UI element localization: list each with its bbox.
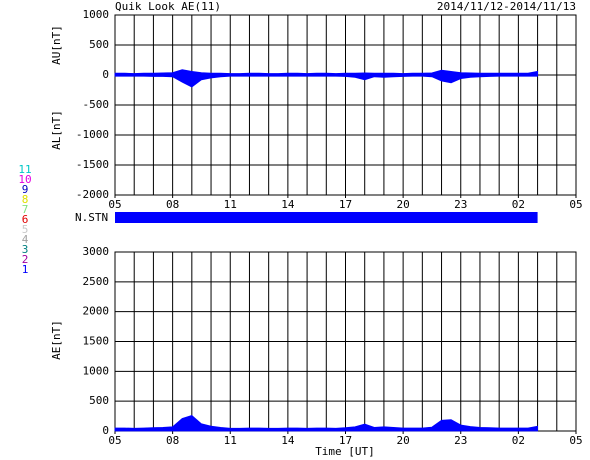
y-tick-label: -500 (83, 98, 110, 111)
chart-title: Quik Look AE(11) (115, 0, 221, 13)
station-legend-entry: 4 (22, 233, 29, 246)
y-tick-label: 1000 (83, 364, 110, 377)
station-bar (115, 212, 538, 223)
x-tick-label: 05 (108, 434, 121, 447)
y-tick-label: 2500 (83, 275, 110, 288)
station-legend-entry: 3 (22, 243, 29, 256)
station-legend-entry: 9 (22, 183, 29, 196)
x-tick-label: 02 (512, 198, 525, 211)
area (114, 69, 538, 76)
y-tick-label: 2000 (83, 305, 110, 318)
y-tick-label: 500 (89, 394, 109, 407)
x-tick-label: 17 (339, 434, 352, 447)
y-tick-label: -1000 (76, 128, 109, 141)
y-tick-label: 500 (89, 38, 109, 51)
x-tick-label: 05 (569, 434, 582, 447)
y-tick-label: 3000 (83, 245, 110, 258)
x-tick-label: 23 (454, 198, 467, 211)
station-legend-entry: 10 (18, 173, 31, 186)
y-axis-label: AL[nT] (50, 110, 63, 150)
y-tick-label: 1500 (83, 335, 110, 348)
x-tick-label: 14 (281, 434, 295, 447)
x-tick-label: 14 (281, 198, 295, 211)
x-tick-label: 08 (166, 434, 179, 447)
x-tick-label: 05 (108, 198, 121, 211)
y-tick-label: 0 (102, 424, 109, 437)
station-legend-entry: 1 (22, 263, 29, 276)
y-axis-label: AU[nT] (50, 25, 63, 65)
x-tick-label: 05 (569, 198, 582, 211)
station-bar-label: N.STN (75, 211, 108, 224)
date-range: 2014/11/12-2014/11/13 (437, 0, 576, 13)
area (114, 415, 538, 432)
y-tick-label: -2000 (76, 188, 109, 201)
y-tick-label: 1000 (83, 8, 110, 21)
x-tick-label: 11 (224, 198, 237, 211)
x-tick-label: 23 (454, 434, 467, 447)
station-legend-entry: 5 (22, 223, 29, 236)
station-legend-entry: 7 (22, 203, 29, 216)
x-axis-label: Time [UT] (315, 445, 375, 458)
y-axis-label: AE[nT] (50, 320, 63, 360)
y-tick-label: 0 (102, 68, 109, 81)
station-legend-entry: 2 (22, 253, 29, 266)
x-tick-label: 02 (512, 434, 525, 447)
x-tick-label: 20 (397, 198, 410, 211)
x-tick-label: 08 (166, 198, 179, 211)
x-tick-label: 11 (224, 434, 237, 447)
station-legend-entry: 6 (22, 213, 29, 226)
area (114, 74, 538, 88)
y-tick-label: -1500 (76, 158, 109, 171)
x-tick-label: 17 (339, 198, 352, 211)
x-tick-label: 20 (397, 434, 410, 447)
station-legend-entry: 11 (18, 163, 31, 176)
station-legend-entry: 8 (22, 193, 29, 206)
